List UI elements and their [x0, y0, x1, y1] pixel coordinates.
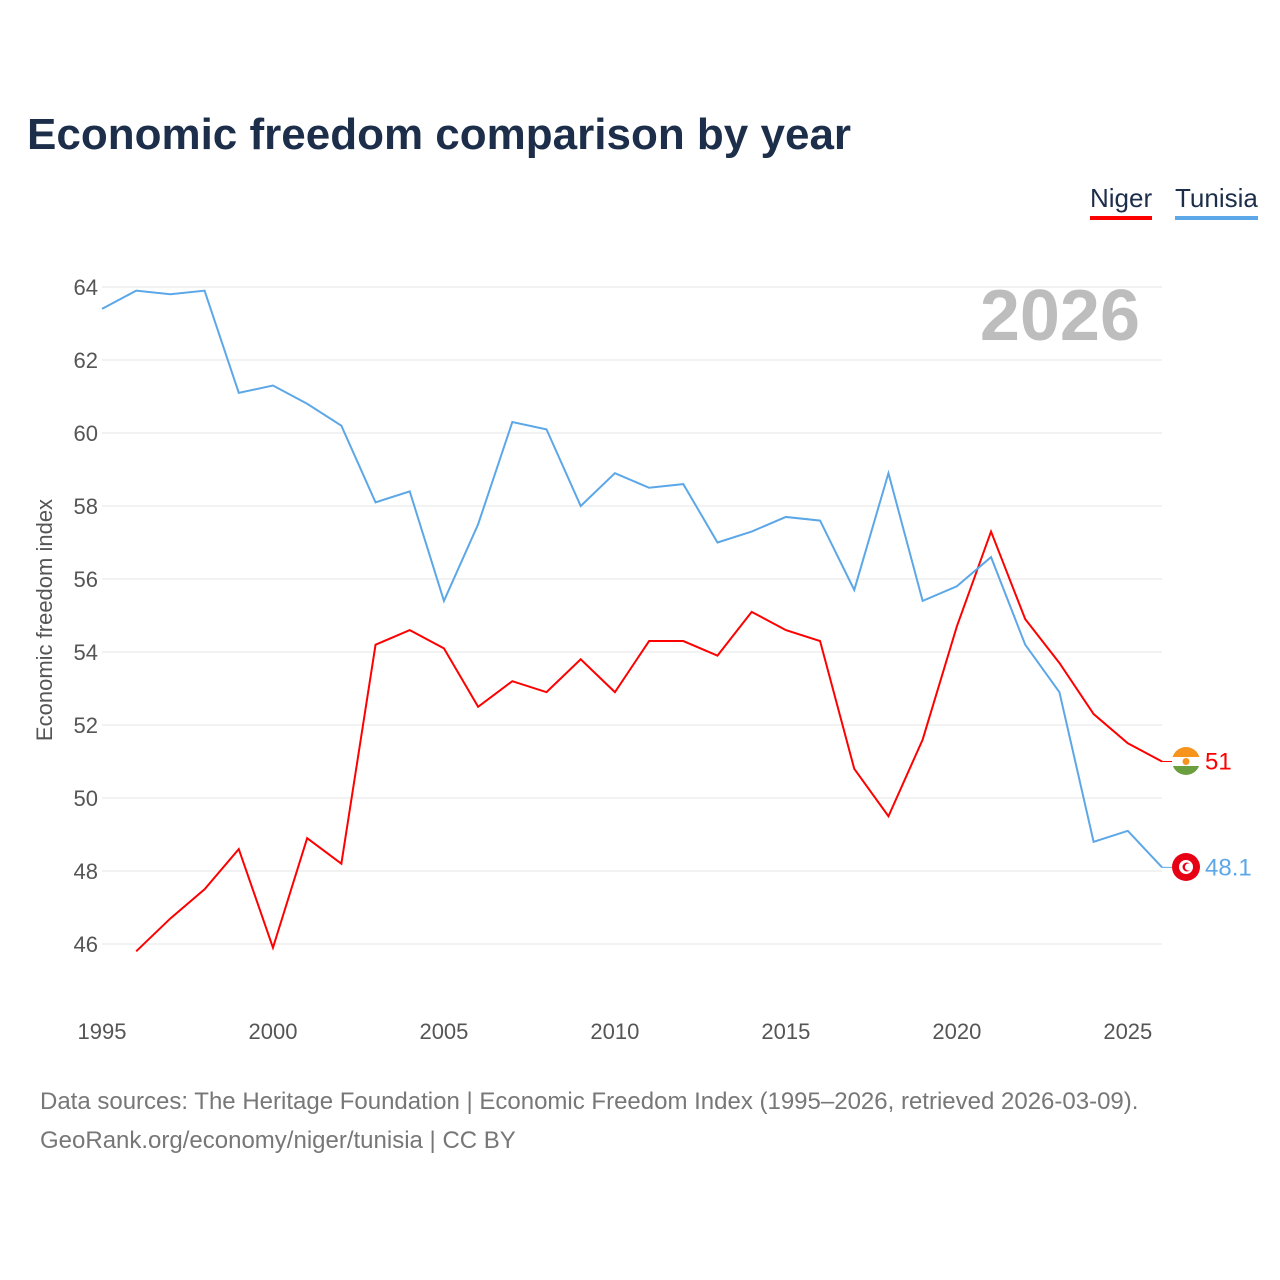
- data-point-tunisia[interactable]: [1055, 688, 1063, 696]
- data-point-niger[interactable]: [748, 608, 756, 616]
- data-point-tunisia[interactable]: [1021, 641, 1029, 649]
- data-point-niger[interactable]: [132, 947, 140, 955]
- data-point-niger[interactable]: [508, 677, 516, 685]
- data-point-tunisia[interactable]: [577, 502, 585, 510]
- data-point-tunisia[interactable]: [645, 484, 653, 492]
- chart-title: Economic freedom comparison by year: [27, 110, 852, 159]
- x-tick-label: 1995: [78, 1019, 127, 1044]
- data-point-tunisia[interactable]: [679, 480, 687, 488]
- end-label-niger: 51: [1205, 749, 1232, 776]
- data-point-niger[interactable]: [987, 528, 995, 536]
- x-tick-label: 2010: [590, 1019, 639, 1044]
- data-point-tunisia[interactable]: [372, 498, 380, 506]
- x-tick-label: 2020: [932, 1019, 981, 1044]
- data-point-tunisia[interactable]: [132, 287, 140, 295]
- end-label-tunisia: 48.1: [1205, 854, 1252, 881]
- source-line-1: Data sources: The Heritage Foundation | …: [40, 1088, 1139, 1115]
- data-point-tunisia[interactable]: [235, 389, 243, 397]
- data-point-niger[interactable]: [679, 637, 687, 645]
- source-line-2[interactable]: GeoRank.org/economy/niger/tunisia | CC B…: [40, 1127, 516, 1154]
- tunisia-flag-icon: [1172, 853, 1200, 881]
- data-point-tunisia[interactable]: [508, 418, 516, 426]
- y-tick-label: 50: [74, 786, 98, 811]
- data-point-niger[interactable]: [372, 641, 380, 649]
- x-tick-label: 2025: [1103, 1019, 1152, 1044]
- data-point-tunisia[interactable]: [337, 422, 345, 430]
- data-point-niger[interactable]: [1124, 739, 1132, 747]
- y-tick-label: 46: [74, 932, 98, 957]
- data-point-tunisia[interactable]: [987, 553, 995, 561]
- data-point-tunisia[interactable]: [303, 400, 311, 408]
- data-point-niger[interactable]: [1021, 615, 1029, 623]
- data-point-tunisia[interactable]: [1090, 838, 1098, 846]
- data-point-tunisia[interactable]: [269, 382, 277, 390]
- data-point-niger[interactable]: [474, 703, 482, 711]
- legend-niger[interactable]: Niger: [1090, 183, 1153, 220]
- x-tick-label: 2000: [248, 1019, 297, 1044]
- data-point-tunisia[interactable]: [201, 287, 209, 295]
- data-point-niger[interactable]: [440, 644, 448, 652]
- data-point-tunisia[interactable]: [713, 539, 721, 547]
- data-point-niger[interactable]: [782, 626, 790, 634]
- y-tick-label: 64: [74, 275, 98, 300]
- data-point-niger[interactable]: [953, 622, 961, 630]
- series-line-tunisia: [101, 289, 1163, 869]
- x-tick-label: 2015: [761, 1019, 810, 1044]
- data-point-niger[interactable]: [235, 845, 243, 853]
- data-point-tunisia[interactable]: [884, 469, 892, 477]
- niger-flag-icon: [1172, 747, 1200, 775]
- data-point-tunisia[interactable]: [1124, 827, 1132, 835]
- data-point-niger[interactable]: [166, 914, 174, 922]
- y-tick-label: 52: [74, 713, 98, 738]
- data-point-niger[interactable]: [577, 655, 585, 663]
- y-tick-label: 54: [74, 640, 98, 665]
- data-point-tunisia[interactable]: [748, 528, 756, 536]
- data-point-tunisia[interactable]: [474, 520, 482, 528]
- data-point-niger[interactable]: [303, 834, 311, 842]
- y-tick-label: 48: [74, 859, 98, 884]
- data-point-niger[interactable]: [406, 626, 414, 634]
- y-tick-label: 56: [74, 567, 98, 592]
- data-point-niger[interactable]: [543, 688, 551, 696]
- data-point-tunisia[interactable]: [782, 513, 790, 521]
- data-point-niger[interactable]: [1055, 659, 1063, 667]
- data-point-niger[interactable]: [201, 885, 209, 893]
- data-point-tunisia[interactable]: [919, 597, 927, 605]
- data-point-niger[interactable]: [1090, 710, 1098, 718]
- data-point-tunisia[interactable]: [543, 425, 551, 433]
- data-point-niger[interactable]: [713, 652, 721, 660]
- data-point-tunisia[interactable]: [440, 597, 448, 605]
- series-line-niger: [135, 528, 1163, 953]
- data-point-niger[interactable]: [816, 637, 824, 645]
- y-axis-label: Economic freedom index: [32, 499, 57, 741]
- data-point-tunisia[interactable]: [406, 487, 414, 495]
- y-tick-label: 62: [74, 348, 98, 373]
- legend-tunisia[interactable]: Tunisia: [1175, 183, 1258, 220]
- data-point-niger[interactable]: [611, 688, 619, 696]
- data-point-niger[interactable]: [919, 736, 927, 744]
- data-point-tunisia[interactable]: [816, 517, 824, 525]
- data-point-tunisia[interactable]: [98, 305, 106, 313]
- data-point-niger[interactable]: [645, 637, 653, 645]
- y-tick-label: 58: [74, 494, 98, 519]
- data-point-niger[interactable]: [850, 765, 858, 773]
- year-watermark: 2026: [980, 276, 1140, 356]
- data-point-niger[interactable]: [269, 944, 277, 952]
- x-tick-label: 2005: [419, 1019, 468, 1044]
- data-point-tunisia[interactable]: [166, 290, 174, 298]
- data-point-tunisia[interactable]: [953, 582, 961, 590]
- data-point-niger[interactable]: [337, 860, 345, 868]
- data-point-tunisia[interactable]: [850, 586, 858, 594]
- data-point-niger[interactable]: [884, 812, 892, 820]
- data-point-tunisia[interactable]: [611, 469, 619, 477]
- y-tick-label: 60: [74, 421, 98, 446]
